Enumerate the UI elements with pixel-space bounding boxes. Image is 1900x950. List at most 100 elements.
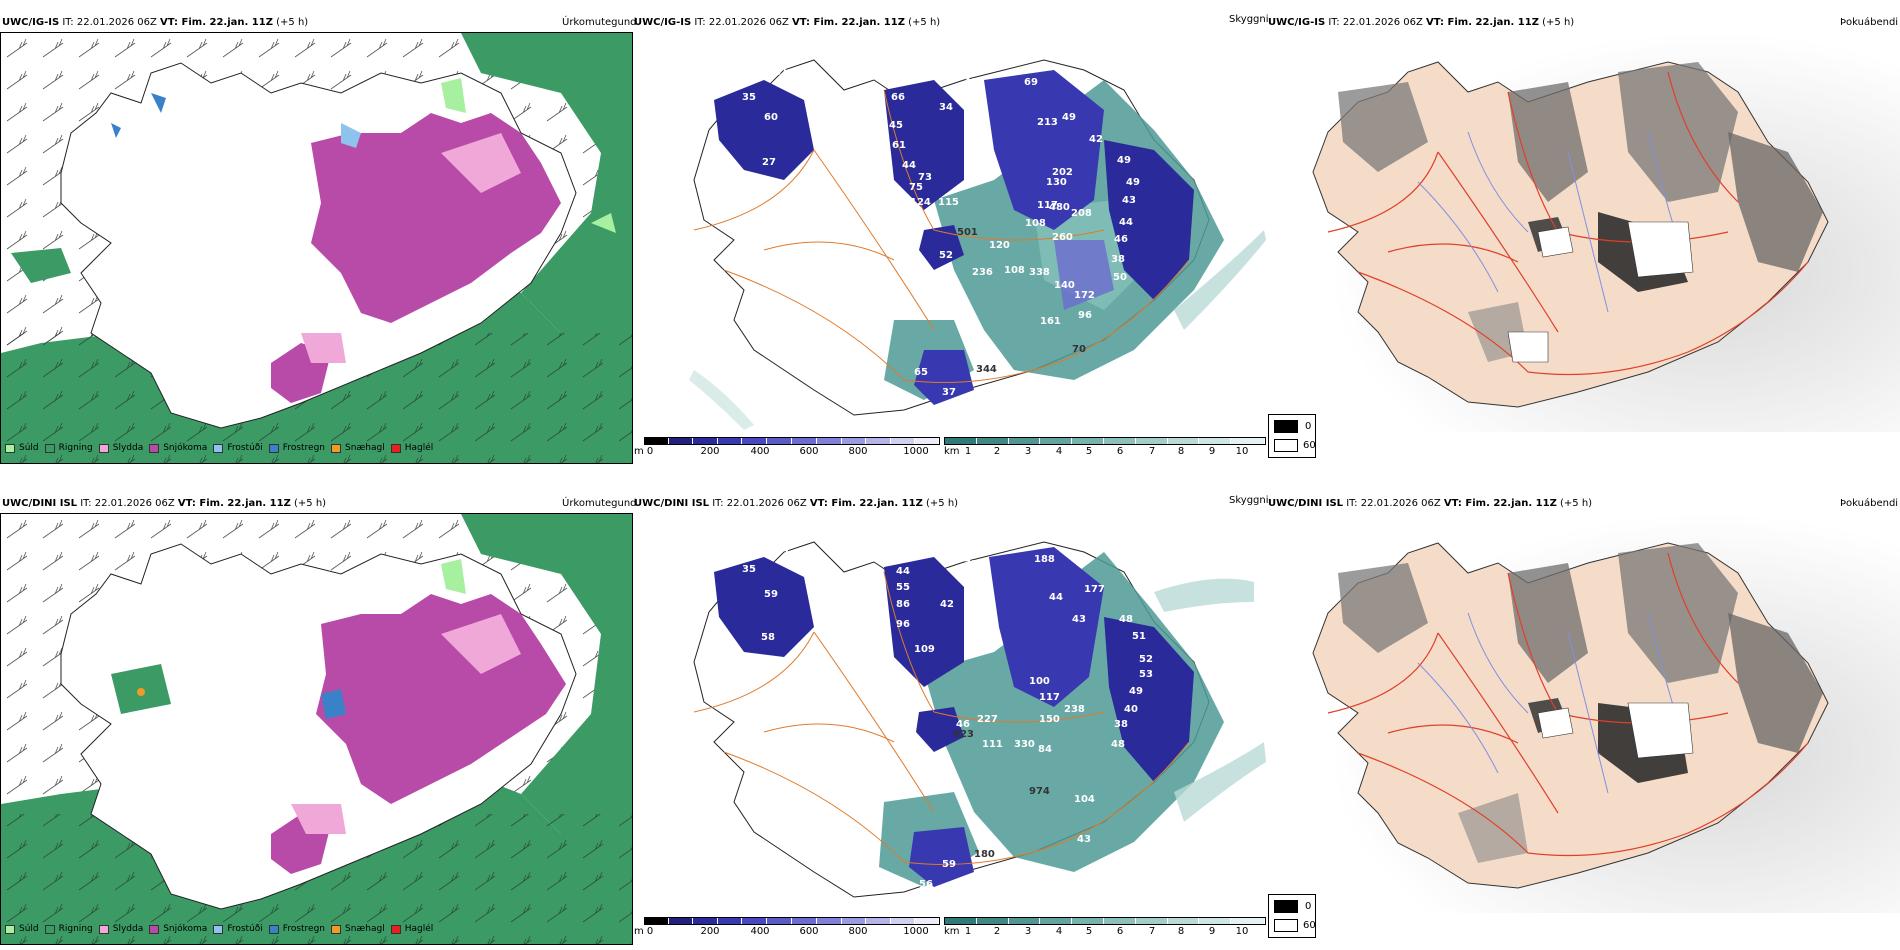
- cloudbase-value-label: 50: [1113, 272, 1127, 283]
- legend-swatch: [213, 443, 224, 453]
- cloudbase-value-label: 84: [1038, 744, 1052, 755]
- sleet-area-east: [441, 133, 521, 193]
- cloudbase-value-label: 69: [1024, 77, 1038, 88]
- fog-index-label: Þokuábendi: [1840, 17, 1899, 28]
- cloudbase-value-label: 213: [1037, 117, 1058, 128]
- cloudbase-value-label: 480: [1049, 202, 1070, 213]
- highland-c: [919, 225, 964, 270]
- cloudbase-map-svg: 57 81 35 46 60 27 66 45 61 44 75 124 115 73 34 48 69 213 4…: [689, 59, 1266, 430]
- cloudbase-value-label: 43: [1122, 195, 1136, 206]
- rain-area-west: [11, 248, 71, 283]
- legend-swatch: [213, 924, 224, 934]
- cloudbase-value-label: 109: [914, 644, 935, 655]
- cloudbase-value-label: 974: [1029, 786, 1050, 797]
- elevation-unit: m: [634, 926, 644, 937]
- fog-legend-bottom: 60: [1303, 920, 1316, 931]
- elevation-colorbar-cells: [644, 437, 940, 445]
- legend-swatch: [331, 924, 342, 934]
- cloudbase-value-label: 120: [989, 240, 1010, 251]
- cloudbase-value-label: 208: [1071, 208, 1092, 219]
- legend-swatch: [390, 443, 401, 453]
- cloudbase-value-label: 46: [1114, 234, 1128, 245]
- cloudbase-value-label: 111: [982, 739, 1003, 750]
- legend-item: Rigning: [44, 443, 93, 453]
- visibility-label: Skyggni: [1229, 14, 1269, 25]
- visibility-unit: km: [944, 446, 960, 457]
- cloudbase-labels: 74 47 35 43 59 58 44 55 86 96 109 42 72 188 44 177 43 48 5…: [696, 544, 1153, 905]
- cloudbase-value-label: 150: [1039, 714, 1060, 725]
- cloudbase-value-label: 61: [892, 140, 906, 151]
- cloudbase-value-label: 330: [1014, 739, 1035, 750]
- fog-title: UWC/DINI ISL IT: 22.01.2026 06Z VT: Fim.…: [1268, 498, 1593, 509]
- cloudbase-value-label: 130: [1046, 177, 1067, 188]
- elevation-colorbar-cells: [644, 917, 940, 925]
- cloudbase-value-label: 66: [891, 92, 905, 103]
- legend-swatch: [5, 924, 15, 934]
- cloudbase-value-label: 27: [762, 157, 776, 168]
- cloudbase-title: UWC/IG-IS IT: 22.01.2026 06Z VT: Fim. 22…: [634, 17, 941, 28]
- fog-legend: 0 60: [1268, 894, 1316, 938]
- cloudbase-value-label: 65: [914, 367, 928, 378]
- visibility-label: Skyggni: [1229, 495, 1269, 506]
- cloudbase-value-label: 104: [1074, 794, 1095, 805]
- elevation-colorbar: m 0 200 400 600 800 1000: [634, 437, 940, 459]
- cloudbase-value-label: 43: [1072, 614, 1086, 625]
- legend-swatch: [44, 443, 55, 453]
- legend-swatch: [5, 443, 15, 453]
- cloudbase-value-label: 44: [1119, 217, 1133, 228]
- precip-type-label: Úrkomutegund: [562, 17, 637, 28]
- legend-swatch: [331, 443, 342, 453]
- cloudbase-value-label: 52: [1139, 654, 1153, 665]
- cloudbase-value-label: 86: [896, 599, 910, 610]
- cloudbase-value-label: 42: [1089, 134, 1103, 145]
- cloudbase-value-label: 56: [919, 879, 933, 890]
- cloudbase-value-label: 108: [1004, 265, 1025, 276]
- cloudbase-value-label: 74: [742, 549, 756, 560]
- precip-map-svg: [1, 514, 632, 944]
- legend-swatch: [268, 924, 279, 934]
- legend-item: Snjókoma: [149, 924, 207, 934]
- cloudbase-value-label: 49: [1062, 112, 1076, 123]
- sleet-area-south: [301, 333, 346, 363]
- cloudbase-value-label: 172: [1074, 290, 1095, 301]
- rivers: [1417, 131, 1689, 313]
- cloudbase-value-label: 43: [1077, 834, 1091, 845]
- cloudbase-value-label: 238: [1064, 704, 1085, 715]
- cloudbase-value-label: 227: [977, 714, 998, 725]
- visibility-ticks: 1 2 3 4 5 6 7 8 9 10: [964, 446, 1249, 457]
- cloudbase-value-label: 177: [1084, 584, 1105, 595]
- cloudbase-value-label: 37: [942, 387, 956, 398]
- roads: [693, 89, 1190, 383]
- cloudbase-value-label: 75: [909, 182, 923, 193]
- precip-legend: Súld Rigning Slydda Snjókoma Frostúði Fr…: [5, 924, 433, 934]
- fog-legend-top: 0: [1305, 901, 1312, 912]
- legend-item: Súld: [5, 443, 39, 453]
- visibility-ticks: 1 2 3 4 5 6 7 8 9 10: [964, 926, 1249, 937]
- cloudbase-value-label: 344: [976, 364, 997, 375]
- cloudbase-value-label: 48: [1119, 614, 1133, 625]
- legend-swatch: [44, 924, 55, 934]
- fog-legend-bottom: 60: [1303, 440, 1316, 451]
- cloudbase-value-label: 59: [942, 859, 956, 870]
- cloudbase-value-label: 49: [1129, 686, 1143, 697]
- cloudbase-value-label: 35: [742, 564, 756, 575]
- legend-item: Frostregn: [268, 924, 325, 934]
- row-2: UWC/DINI ISL IT: 22.01.2026 06Z VT: Fim.…: [0, 480, 1900, 950]
- cloudbase-value-label: 44: [1049, 592, 1063, 603]
- cloudbase-value-label: 59: [764, 589, 778, 600]
- cloudbase-value-label: 81: [774, 67, 788, 78]
- precip-legend: Súld Rigning Slydda Snjókoma Frostúði Fr…: [5, 443, 433, 453]
- cloudbase-value-label: 338: [1029, 267, 1050, 278]
- elevation-colorbar: m 0 200 400 600 800 1000: [634, 917, 940, 939]
- cloudbase-value-label: 44: [896, 566, 910, 577]
- fog-legend: 0 60: [1268, 414, 1316, 458]
- precip-title: UWC/IG-IS IT: 22.01.2026 06Z VT: Fim. 22…: [2, 17, 309, 28]
- fog-legend-black: [1274, 900, 1298, 913]
- cloudbase-value-label: 46: [694, 114, 708, 125]
- precip-title: UWC/DINI ISL IT: 22.01.2026 06Z VT: Fim.…: [2, 498, 327, 509]
- highland-e: [1104, 140, 1194, 300]
- cloudbase-value-label: 43: [696, 594, 710, 605]
- legend-swatch: [149, 924, 160, 934]
- cloudbase-value-label: 117: [1039, 692, 1060, 703]
- cloudbase-map: 57 81 35 46 60 27 66 45 61 44 75 124 115 73 34 48 69 213 4…: [634, 30, 1266, 435]
